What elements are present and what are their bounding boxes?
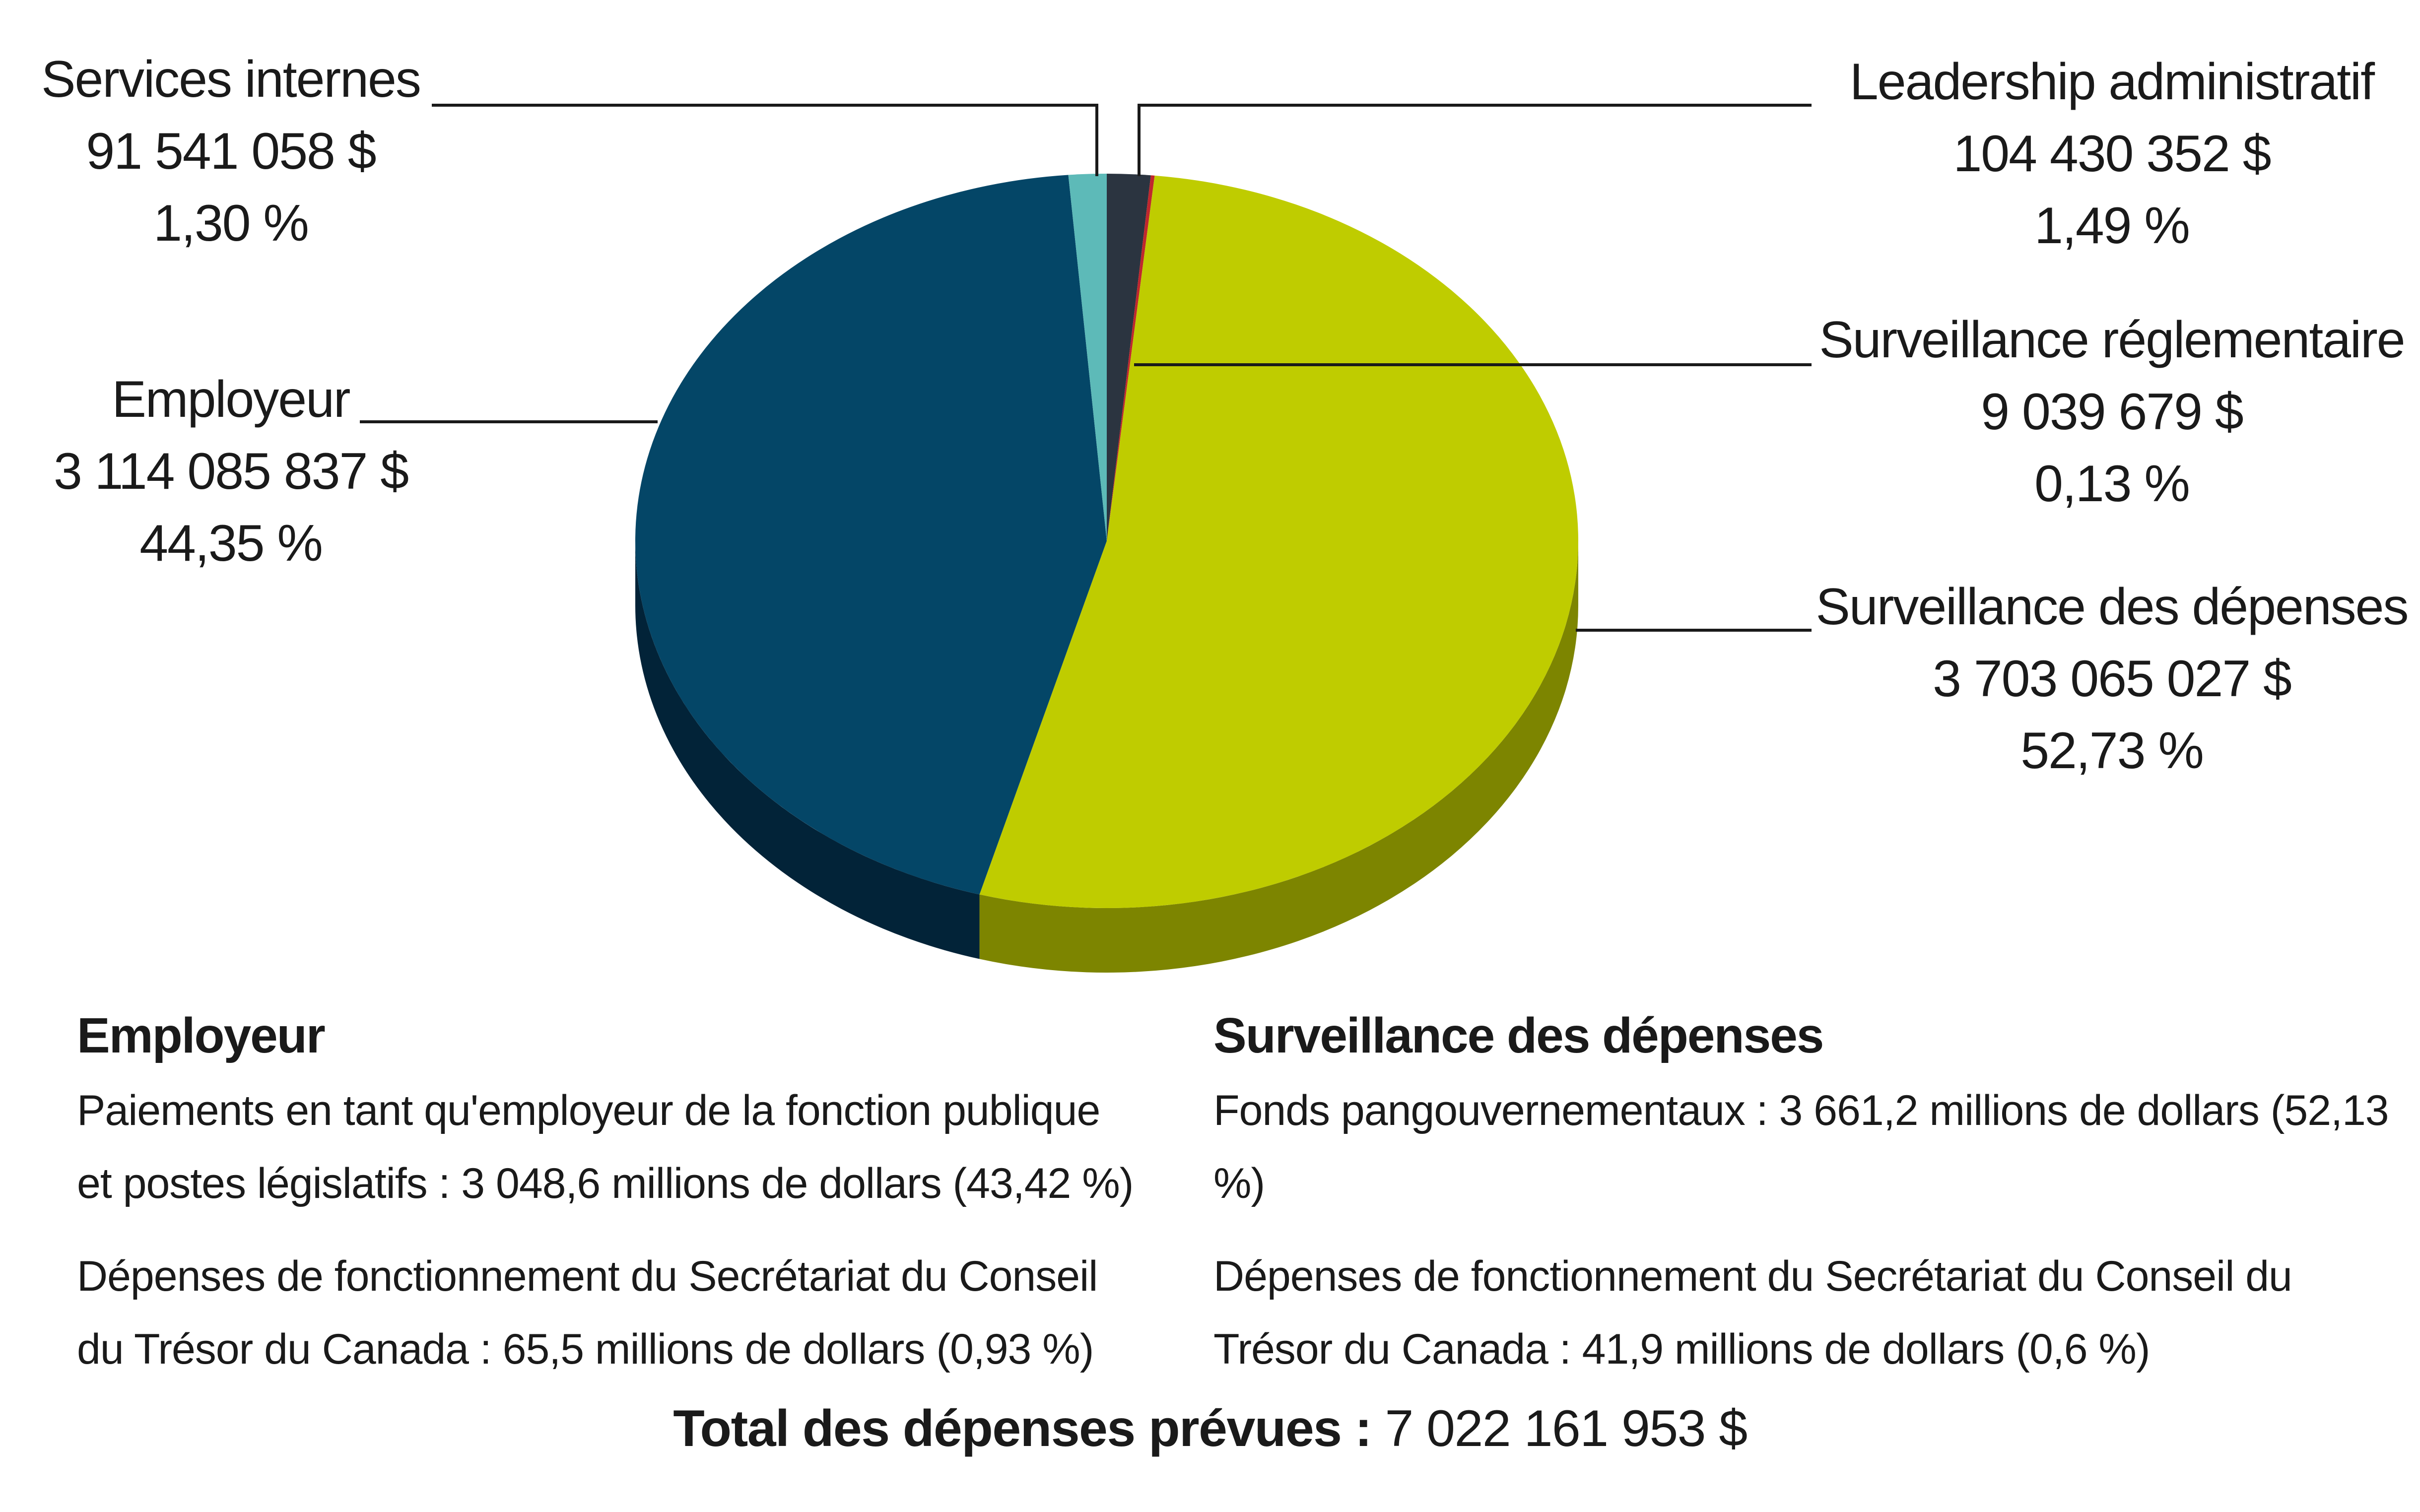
total-label: Total des dépenses prévues : bbox=[673, 1400, 1372, 1457]
pie-slice-services-internes bbox=[1068, 174, 1107, 541]
slice-label-amount-services-internes: 91 541 058 $ bbox=[86, 123, 376, 180]
slice-label-percent-services-internes: 1,30 % bbox=[153, 195, 308, 252]
employeur-note-1: Paiements en tant qu'employeur de la fon… bbox=[77, 1087, 1134, 1207]
leader-line-leadership-administratif bbox=[1138, 104, 1812, 176]
slice-label-amount-leadership-administratif: 104 430 352 $ bbox=[1953, 125, 2271, 183]
slice-label-name-surveillance-des-depenses: Surveillance des dépenses bbox=[1815, 578, 2408, 636]
pie-slice-employeur bbox=[635, 175, 1107, 895]
total-planned-spending: Total des dépenses prévues : 7 022 161 9… bbox=[0, 1399, 2420, 1458]
slice-label-amount-surveillance-reglementaire: 9 039 679 $ bbox=[1981, 383, 2243, 441]
slice-label-name-employeur: Employeur bbox=[112, 371, 349, 428]
employeur-notes: Employeur Paiements en tant qu'employeur… bbox=[77, 1007, 1144, 1406]
slice-label-percent-employeur: 44,35 % bbox=[139, 515, 322, 572]
pie-side-surveillance-des-depenses bbox=[979, 541, 1578, 973]
slice-label-name-services-internes: Services internes bbox=[41, 51, 420, 108]
pie-labels: Leadership administratif 104 430 352 $ 1,4… bbox=[41, 51, 2409, 780]
total-value: 7 022 161 953 $ bbox=[1385, 1400, 1748, 1457]
slice-label-name-leadership-administratif: Leadership administratif bbox=[1850, 53, 2375, 111]
slice-label-percent-surveillance-reglementaire: 0,13 % bbox=[2034, 455, 2189, 513]
surveillance-notes: Surveillance des dépenses Fonds pangouve… bbox=[1213, 1007, 2395, 1406]
slice-label-percent-surveillance-des-depenses: 52,73 % bbox=[2020, 722, 2203, 780]
pie-side-employeur bbox=[635, 541, 980, 959]
pie-leaders bbox=[360, 104, 1812, 632]
slice-label-name-surveillance-reglementaire: Surveillance réglementaire bbox=[1819, 311, 2404, 369]
surveillance-note-1: Fonds pangouvernementaux : 3 661,2 milli… bbox=[1213, 1087, 2389, 1207]
pie-tops bbox=[635, 174, 1579, 909]
employeur-note-2: Dépenses de fonctionnement du Secrétaria… bbox=[77, 1252, 1098, 1373]
slice-label-percent-leadership-administratif: 1,49 % bbox=[2034, 197, 2189, 255]
slice-label-amount-employeur: 3 114 085 837 $ bbox=[54, 443, 408, 500]
slice-label-amount-surveillance-des-depenses: 3 703 065 027 $ bbox=[1933, 650, 2291, 708]
pie-slice-surveillance-reglementaire bbox=[1107, 175, 1155, 541]
pie-sides bbox=[635, 541, 1578, 973]
pie-slice-leadership-administratif bbox=[1107, 174, 1151, 541]
leader-line-services-internes bbox=[432, 104, 1098, 176]
employeur-notes-heading: Employeur bbox=[77, 1008, 326, 1063]
pie-slice-surveillance-des-depenses bbox=[979, 175, 1579, 909]
surveillance-notes-heading: Surveillance des dépenses bbox=[1213, 1008, 1824, 1063]
surveillance-note-2: Dépenses de fonctionnement du Secrétaria… bbox=[1213, 1252, 2292, 1373]
